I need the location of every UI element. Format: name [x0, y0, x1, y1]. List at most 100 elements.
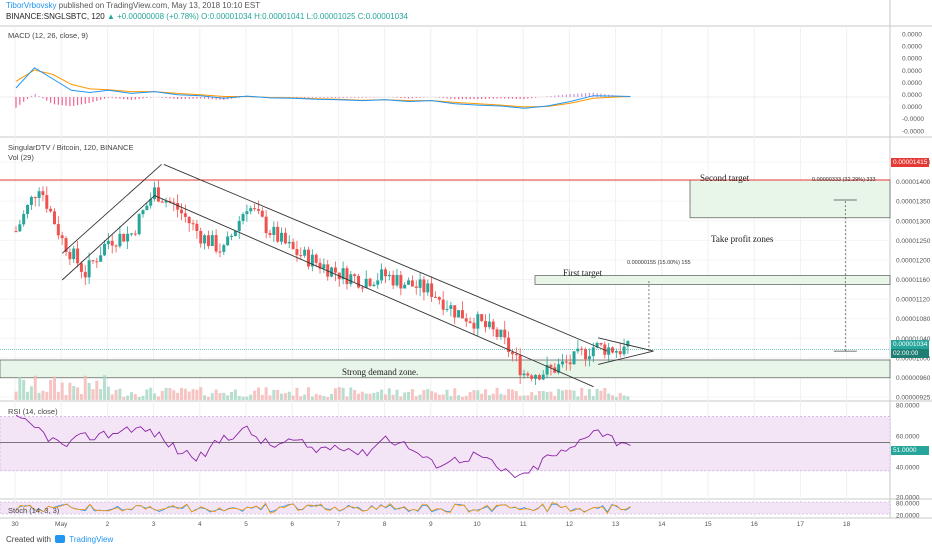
candle-body [318, 262, 322, 269]
volume-bar [106, 386, 110, 400]
volume-bar [83, 375, 87, 400]
candle-body [268, 233, 272, 235]
volume-bar [99, 389, 103, 400]
volume-bar [145, 389, 149, 400]
volume-bar [537, 391, 541, 400]
x-tick-label: 12 [566, 521, 574, 528]
second-target-label[interactable]: Second target [700, 173, 750, 183]
candle-body [380, 269, 384, 281]
rsi-label[interactable]: RSI (14, close) [8, 407, 58, 416]
volume-bar [372, 392, 376, 400]
volume-bar [576, 396, 580, 400]
falling-channel-top [163, 164, 608, 352]
volume-bar [114, 390, 118, 400]
volume-bars [14, 375, 630, 400]
volume-bar [299, 396, 303, 400]
volume-bar [79, 394, 83, 400]
candle-body [480, 314, 484, 322]
candle-body [468, 321, 472, 323]
volume-bar [156, 396, 160, 400]
candle-body [187, 216, 191, 224]
symbol-label[interactable]: BINANCE:SNGLSBTC, 120 [6, 12, 105, 21]
volume-bar [314, 393, 318, 400]
second-target-zone [689, 179, 891, 219]
volume-bar [341, 387, 345, 400]
candle-body [283, 232, 287, 244]
main-symbol-label[interactable]: SingularDTV / Bitcoin, 120, BINANCE [8, 143, 134, 152]
volume-bar [72, 386, 76, 400]
x-tick-label: 30 [11, 521, 19, 528]
candle-body [484, 321, 488, 328]
volume-bar [433, 392, 437, 400]
macd-label[interactable]: MACD (12, 26, close, 9) [8, 31, 89, 40]
candle-body [522, 373, 526, 376]
candle-body [364, 278, 368, 288]
candle-body [330, 267, 334, 277]
volume-bar [499, 393, 503, 400]
candle-body [29, 196, 33, 205]
candle-body [349, 274, 353, 285]
candle-body [445, 308, 449, 310]
volume-bar [241, 396, 245, 400]
volume-bar [191, 389, 195, 400]
candle-body [457, 310, 461, 318]
volume-bar [618, 392, 622, 400]
volume-bar [503, 394, 507, 400]
x-tick-label: 3 [152, 521, 156, 528]
volume-bar [129, 392, 133, 400]
volume-bar [291, 395, 295, 400]
volume-bar [568, 389, 572, 400]
candle-body [534, 375, 538, 379]
candle-body [37, 191, 41, 198]
candle-body [526, 373, 530, 376]
volume-bar [187, 391, 191, 400]
candle-body [280, 232, 284, 242]
candle-body [68, 251, 72, 260]
volume-bar [95, 380, 99, 400]
take-profit-label[interactable]: Take profit zones [711, 234, 774, 244]
volume-bar [230, 391, 234, 400]
candle-body [410, 280, 414, 287]
candle-body [241, 214, 245, 221]
candle-body [422, 279, 426, 293]
volume-bar [426, 389, 430, 400]
volume-bar [480, 393, 484, 400]
macd-tick-label: 0.0000 [902, 80, 922, 87]
candle-body [391, 274, 395, 286]
volume-bar [391, 394, 395, 400]
volume-bar [287, 391, 291, 400]
x-tick-label: May [55, 521, 68, 528]
candle-body [168, 201, 172, 203]
price-tick-label: 0.00001250 [896, 238, 931, 245]
volume-bar [380, 389, 384, 400]
first-target-label[interactable]: First target [563, 268, 603, 278]
triangle-top [598, 337, 654, 352]
demand-zone-label[interactable]: Strong demand zone. [342, 367, 419, 377]
candle-body [372, 284, 376, 286]
candle-body [156, 187, 160, 202]
volume-bar [484, 389, 488, 400]
volume-bar [237, 395, 241, 400]
candle-body [387, 274, 391, 277]
candle-body [476, 314, 480, 329]
candle-body [295, 249, 299, 256]
measure-first-label: 0.00000155 (15.00%) 155 [627, 260, 691, 266]
volume-bar [399, 396, 403, 400]
change-value: ▲ +0.00000008 (+0.78%) [106, 12, 199, 21]
volume-bar [233, 389, 237, 400]
footer-brand[interactable]: TradingView [69, 535, 114, 544]
candle-body [607, 347, 611, 355]
volume-bar [133, 394, 137, 400]
volume-bar [260, 394, 264, 400]
candle-body [149, 199, 153, 206]
stoch-label[interactable]: Stoch (14, 3, 3) [8, 506, 60, 515]
volume-label[interactable]: Vol (29) [8, 153, 34, 162]
triangle-bottom [598, 350, 654, 365]
volume-bar [364, 393, 368, 400]
volume-bar [626, 396, 630, 400]
candle-body [568, 362, 572, 365]
volume-bar [449, 396, 453, 400]
symbol-header: BINANCE:SNGLSBTC, 120 ▲ +0.00000008 (+0.… [6, 12, 408, 21]
author-link[interactable]: TiborVrbovsky [6, 1, 57, 10]
